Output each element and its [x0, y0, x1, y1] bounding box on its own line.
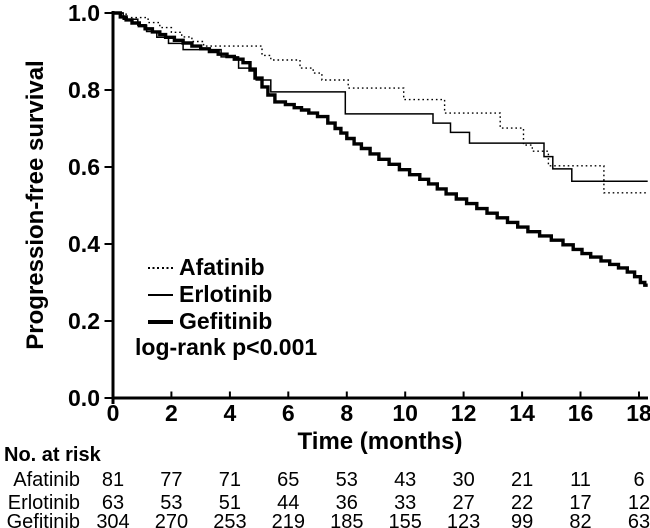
risk-row-afatinib: Afatinib 81 77 71 65 53 43 30 21 11 6 [0, 468, 650, 492]
x-tick-label: 14 [509, 400, 535, 426]
risk-value: 82 [569, 511, 592, 528]
risk-value: 81 [101, 469, 125, 491]
y-axis-ticks: 1.0 0.8 0.6 0.4 0.2 0.0 [68, 0, 113, 411]
x-tick-label: 10 [392, 400, 418, 426]
risk-value: 22 [510, 492, 534, 514]
risk-value: 17 [569, 492, 592, 514]
y-tick-label: 0.8 [68, 77, 100, 103]
risk-value: 185 [330, 511, 364, 528]
risk-value: 53 [335, 469, 358, 491]
legend-item-erlotinib: Erlotinib [135, 281, 317, 308]
x-tick-label: 18 [626, 400, 650, 426]
risk-value: 11 [570, 469, 591, 491]
risk-value: 71 [218, 469, 242, 491]
legend-item-gefitinib: Gefitinib [135, 308, 317, 335]
afatinib-curve [113, 12, 648, 194]
risk-row-erlotinib: Erlotinib 63 53 51 44 36 33 27 22 17 12 [0, 491, 650, 515]
legend-label-afatinib: Afatinib [179, 254, 265, 280]
x-tick-label: 2 [165, 400, 178, 426]
risk-value: 63 [627, 511, 650, 528]
risk-value: 6 [633, 469, 645, 491]
risk-value: 65 [277, 469, 300, 491]
risk-value: 155 [388, 511, 422, 528]
x-tick-label: 16 [568, 400, 594, 426]
x-axis-ticks: 0 2 4 6 8 10 12 14 16 18 [107, 391, 650, 426]
risk-value: 77 [160, 469, 183, 491]
risk-row-label: Gefitinib [6, 511, 80, 528]
legend-label-erlotinib: Erlotinib [179, 281, 273, 307]
risk-table-title: No. at risk [4, 444, 101, 466]
legend-item-afatinib: Afatinib [135, 254, 317, 281]
risk-row-label: Afatinib [13, 469, 80, 491]
risk-value: 27 [452, 492, 475, 514]
risk-row-label: Erlotinib [7, 492, 80, 514]
risk-value: 43 [394, 469, 417, 491]
risk-value: 270 [154, 511, 189, 528]
risk-value: 253 [213, 511, 247, 528]
axes [111, 11, 648, 404]
risk-value: 99 [510, 511, 534, 528]
y-tick-label: 0.2 [68, 308, 100, 334]
log-rank-annotation: log-rank p<0.001 [135, 333, 318, 360]
risk-row-gefitinib: Gefitinib 304 270 253 219 185 155 123 99 82 63 [0, 510, 650, 528]
y-tick-label: 1.0 [68, 0, 100, 26]
risk-value: 304 [96, 511, 130, 528]
afatinib-line-sample-icon [148, 266, 173, 269]
risk-value: 44 [277, 492, 300, 514]
risk-value: 12 [627, 492, 650, 514]
x-tick-label: 12 [451, 400, 477, 426]
survival-curves [113, 11, 648, 287]
risk-value: 53 [160, 492, 183, 514]
risk-value: 123 [446, 511, 481, 528]
risk-value: 63 [101, 492, 125, 514]
risk-value: 33 [394, 492, 417, 514]
gefitinib-curve [113, 11, 648, 287]
x-tick-label: 6 [282, 400, 295, 426]
risk-value: 51 [218, 492, 242, 514]
risk-value: 219 [271, 511, 305, 528]
x-tick-label: 4 [224, 400, 237, 426]
x-axis-title: Time (months) [297, 428, 463, 455]
legend: Afatinib Erlotinib Gefitinib log-rank p<… [135, 254, 318, 360]
y-tick-label: 0.6 [68, 154, 100, 180]
y-tick-label: 0.4 [68, 231, 100, 257]
risk-value: 36 [335, 492, 358, 514]
gefitinib-line-sample-icon [148, 319, 173, 324]
x-tick-label: 8 [340, 400, 353, 426]
risk-value: 21 [510, 469, 534, 491]
y-tick-label: 0.0 [68, 385, 100, 411]
x-tick-label: 0 [107, 400, 120, 426]
legend-label-gefitinib: Gefitinib [179, 308, 273, 334]
risk-value: 30 [452, 469, 475, 491]
erlotinib-line-sample-icon [148, 293, 173, 296]
